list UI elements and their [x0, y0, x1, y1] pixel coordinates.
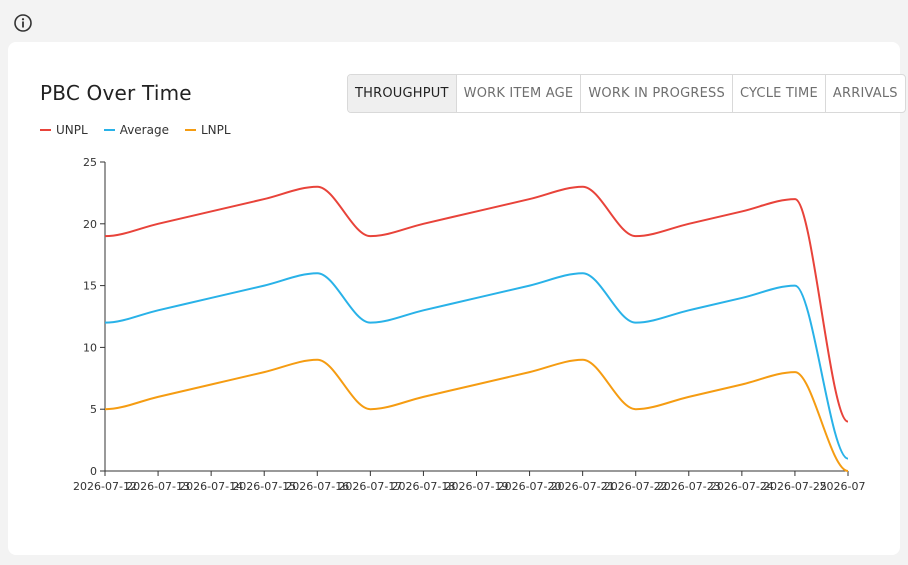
x-tick-label-1: 2026-07-13	[126, 480, 190, 493]
legend-item-average[interactable]: Average	[103, 123, 169, 137]
x-tick-label-9: 2026-07-21	[551, 480, 615, 493]
x-tick-label-11: 2026-07-23	[657, 480, 721, 493]
x-tick-labels: 2026-07-122026-07-132026-07-142026-07-15…	[73, 480, 877, 493]
x-tick-label-7: 2026-07-19	[445, 480, 509, 493]
x-tick-label-0: 2026-07-12	[73, 480, 137, 493]
legend-item-lnpl[interactable]: LNPL	[184, 123, 231, 137]
legend-label-average: Average	[119, 123, 169, 137]
tab-cycle-time[interactable]: CYCLE TIME	[731, 75, 825, 112]
y-tick-label-20: 20	[83, 218, 97, 231]
legend-item-unpl[interactable]: UNPL	[40, 123, 88, 137]
x-tick-label-3: 2026-07-15	[232, 480, 296, 493]
tab-arrivals[interactable]: ARRIVALS	[824, 75, 905, 112]
x-tick-label-4: 2026-07-16	[285, 480, 349, 493]
chart-card: PBC Over Time THROUGHPUT WORK ITEM AGE W…	[8, 42, 906, 555]
y-tick-label-10: 10	[83, 341, 97, 354]
legend-label-unpl: UNPL	[56, 123, 88, 137]
legend-swatch-unpl	[40, 129, 51, 131]
tab-throughput[interactable]: THROUGHPUT	[348, 75, 456, 112]
chart-title: PBC Over Time	[40, 81, 192, 105]
info-icon[interactable]	[13, 13, 33, 33]
legend-label-lnpl: LNPL	[200, 123, 231, 137]
tab-work-in-progress[interactable]: WORK IN PROGRESS	[580, 75, 732, 112]
legend-swatch-lnpl	[184, 129, 196, 131]
y-tick-label-25: 25	[83, 156, 97, 169]
x-tick-label-5: 2026-07-17	[338, 480, 402, 493]
y-tick-label-15: 15	[83, 280, 97, 293]
y-tick-label-0: 0	[90, 465, 97, 478]
series-line-unpl	[104, 185, 849, 423]
tab-work-item-age[interactable]: WORK ITEM AGE	[455, 75, 581, 112]
series-line-lnpl	[104, 358, 849, 472]
x-tick-label-2: 2026-07-14	[179, 480, 243, 493]
x-tick-label-8: 2026-07-20	[498, 480, 562, 493]
x-tick-label-14: 2026-07-2	[820, 480, 877, 493]
x-tick-label-6: 2026-07-18	[391, 480, 455, 493]
legend-swatch-average	[103, 129, 115, 131]
x-tick-label-12: 2026-07-24	[710, 480, 774, 493]
x-tick-label-13: 2026-07-25	[763, 480, 827, 493]
x-tick-label-10: 2026-07-22	[604, 480, 668, 493]
metric-tabs: THROUGHPUT WORK ITEM AGE WORK IN PROGRES…	[347, 74, 906, 113]
y-tick-label-5: 5	[90, 403, 97, 416]
series-line-average	[104, 272, 849, 460]
chart-legend: UNPL Average LNPL	[40, 123, 231, 137]
